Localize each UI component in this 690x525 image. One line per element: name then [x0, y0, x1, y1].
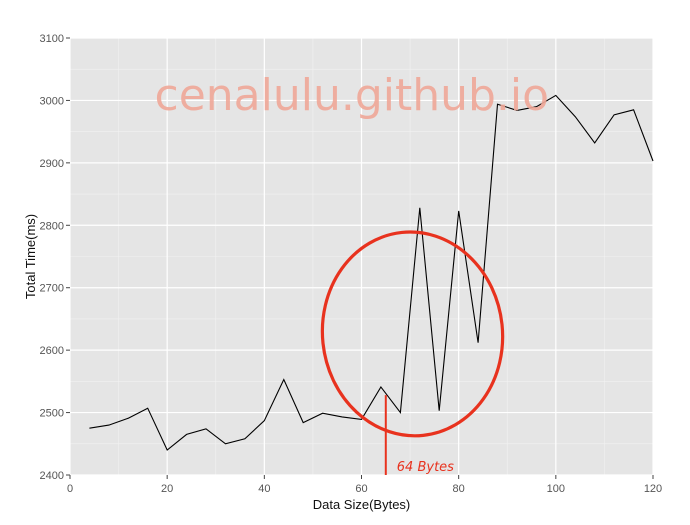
highlight-circle [320, 230, 505, 438]
series-line [89, 94, 654, 451]
x-tick-label: 120 [644, 483, 662, 495]
axes: 2400 2500 2600 2700 2800 2900 3000 3100 0 20 40 60 8… [40, 33, 663, 495]
x-tick-label: 60 [355, 483, 367, 495]
x-axis-title: Data Size(Bytes) [313, 497, 411, 512]
y-tick-label: 2700 [40, 283, 64, 295]
watermark-text: cenalulu.github.io [155, 70, 550, 121]
y-tick-label: 2600 [40, 345, 64, 357]
series-group [89, 94, 654, 451]
x-tick-label: 40 [258, 483, 270, 495]
x-tick-label: 20 [161, 483, 173, 495]
grid-lines [69, 37, 654, 476]
x-tick-label: 0 [67, 483, 73, 495]
y-tick-label: 3000 [40, 95, 64, 107]
y-axis-title: Total Time(ms) [23, 214, 38, 299]
annotation-group: 64 Bytes [320, 230, 505, 475]
x-tick-label: 80 [453, 483, 465, 495]
y-tick-label: 2900 [40, 158, 64, 170]
y-tick-label: 3100 [40, 33, 64, 45]
x-tick-label: 100 [547, 483, 565, 495]
y-tick-label: 2400 [40, 470, 64, 482]
y-tick-label: 2800 [40, 220, 64, 232]
y-tick-label: 2500 [40, 408, 64, 420]
marker-label: 64 Bytes [397, 460, 454, 475]
